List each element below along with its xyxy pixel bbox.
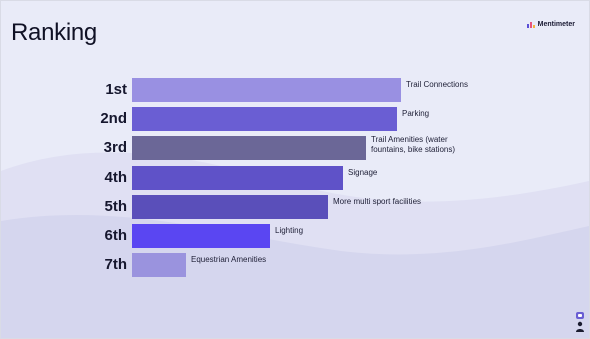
ranking-row: 2nd Parking [1,107,589,132]
ranking-row: 6th Lighting [1,224,589,248]
rank-label: 5th [104,197,128,215]
bar-label: Trail Connections [406,80,468,89]
ranking-row: 5th More multi sport facilities [1,194,589,219]
bar-label: Trail Amenities (water fountains, bike s… [371,135,456,155]
page-title: Ranking [11,19,97,46]
ranking-bar [132,78,401,102]
bar-label: More multi sport facilities [333,196,422,206]
ranking-bar [132,136,366,161]
mentimeter-logo: Mentimeter [526,21,575,28]
rank-label: 3rd [103,139,127,157]
ranking-row: 1st Trail Connections [1,78,589,102]
ranking-bar [132,165,343,190]
ranking-row: 4th Signage [1,165,589,190]
bar-label: Lighting [275,226,304,235]
mentimeter-bars-icon [526,22,535,28]
bar-label: Equestrian Amenities [191,255,267,265]
ranking-bar [132,107,397,132]
logo-text: Mentimeter [537,21,575,28]
ranking-bar [132,253,186,278]
bar-label: Signage [348,167,378,177]
rank-label: 7th [104,256,128,274]
rank-label: 4th [104,168,128,186]
presenter-avatar-icon[interactable] [573,312,587,334]
ranking-bar [132,194,328,219]
bar-label: Parking [402,109,430,119]
rank-label: 6th [104,227,128,244]
rank-label: 2nd [100,110,127,128]
ranking-bar [132,224,270,248]
rank-label: 1st [105,81,127,98]
ranking-row: 7th Equestrian Amenities [1,253,589,278]
ranking-row: 3rd Trail Amenities (water fountains, bik… [1,135,589,161]
